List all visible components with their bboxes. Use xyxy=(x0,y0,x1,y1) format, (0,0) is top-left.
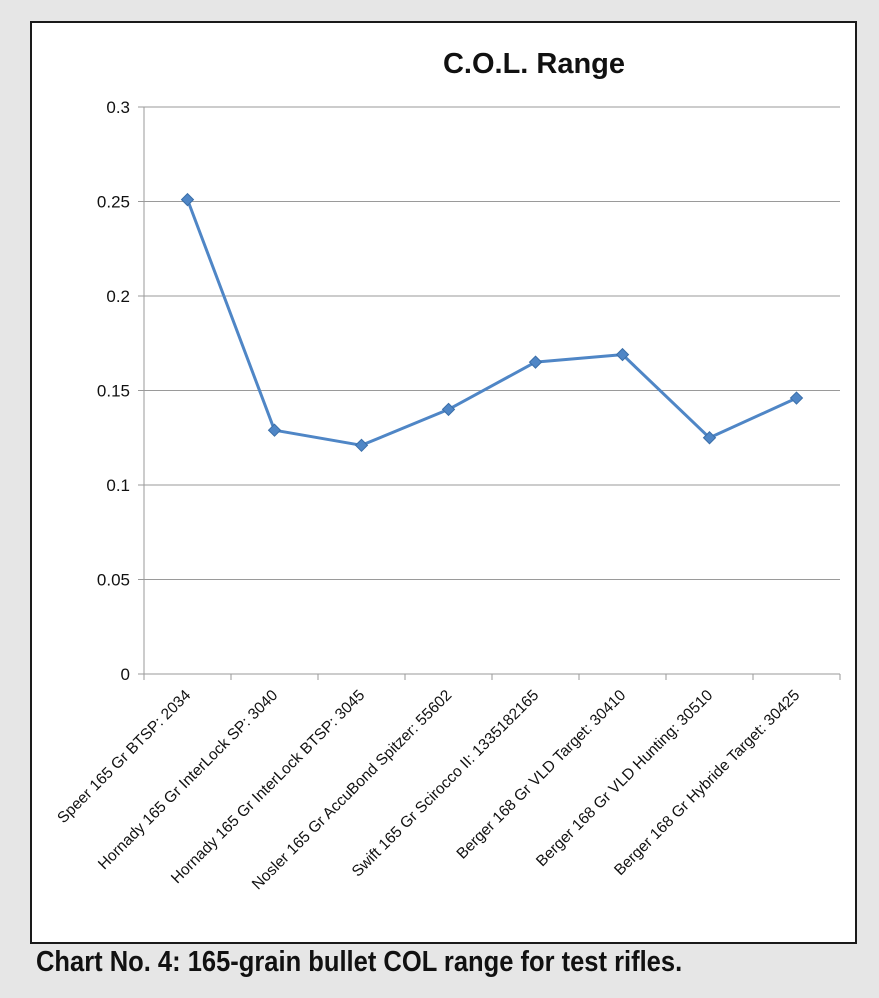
x-tick-label: Hornady 165 Gr InterLock BTSP: 3045 xyxy=(168,687,368,887)
x-tick-label: Berger 168 Gr VLD Hunting: 30510 xyxy=(533,687,716,870)
chart-title: C.O.L. Range xyxy=(443,48,625,80)
x-tick-label: Swift 165 Gr Scirocco II: 1335182165 xyxy=(349,687,543,881)
x-tick-label: Hornady 165 Gr InterLock SP: 3040 xyxy=(95,687,282,874)
y-tick-labels: 0 0.05 0.1 0.15 0.2 0.25 0.3 xyxy=(97,98,130,684)
figure-caption: Chart No. 4: 165-grain bullet COL range … xyxy=(36,946,683,978)
gridlines xyxy=(144,106,840,580)
series-layer xyxy=(180,192,804,453)
data-point-marker xyxy=(528,355,543,369)
axes xyxy=(138,106,841,680)
data-point-marker xyxy=(441,402,456,417)
data-point-marker xyxy=(702,431,717,445)
x-tick-label: Berger 168 Gr Hybride Target: 30425 xyxy=(611,687,803,879)
y-tick-label: 0.05 xyxy=(97,571,130,590)
line-chart: C.O.L. Range 0 0.05 0.1 0.15 0.2 0.25 0.3 Spee… xyxy=(54,48,841,894)
x-tick-label: Nosler 165 Gr AccuBond Spitzer: 55602 xyxy=(249,687,455,893)
y-tick-label: 0.3 xyxy=(106,98,130,117)
y-tick-label: 0.1 xyxy=(106,476,130,495)
y-tick-label: 0.15 xyxy=(97,382,130,401)
data-point-marker xyxy=(789,391,804,405)
y-tick-label: 0 xyxy=(121,665,130,684)
x-tick-label: Berger 168 Gr VLD Target: 30410 xyxy=(454,687,630,863)
data-point-marker xyxy=(354,438,369,453)
y-tick-label: 0.2 xyxy=(106,287,130,306)
data-point-marker xyxy=(180,192,195,207)
chart-frame: C.O.L. Range 0 0.05 0.1 0.15 0.2 0.25 0.3 Spee… xyxy=(30,21,857,944)
y-tick-label: 0.25 xyxy=(97,193,130,212)
data-point-marker xyxy=(267,423,282,437)
series-line xyxy=(186,199,798,447)
data-point-marker xyxy=(615,347,630,362)
